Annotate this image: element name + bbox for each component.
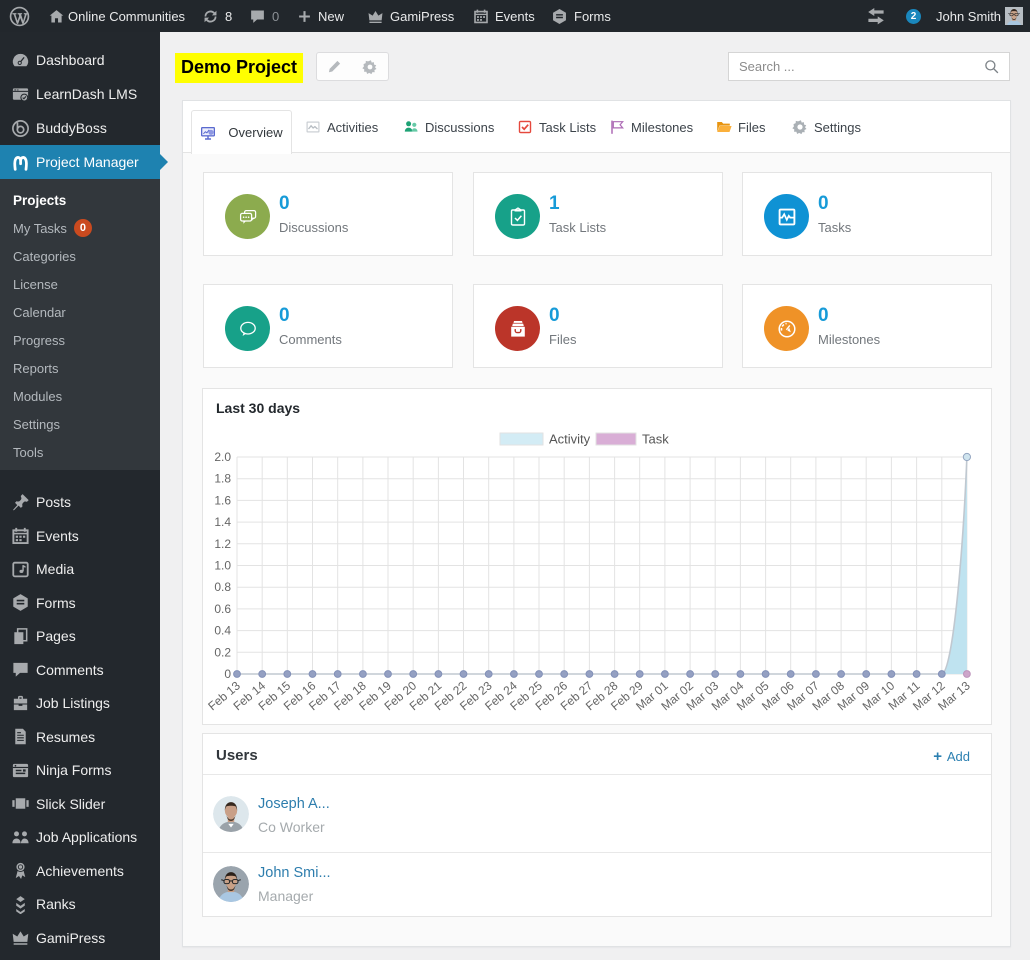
svg-text:Last 30 days: Last 30 days — [216, 400, 300, 416]
svg-text:0.2: 0.2 — [214, 645, 231, 659]
svg-text:0.4: 0.4 — [214, 624, 231, 638]
svg-text:2.0: 2.0 — [214, 450, 231, 464]
svg-text:0.6: 0.6 — [214, 602, 231, 616]
svg-text:1.2: 1.2 — [214, 537, 231, 551]
svg-text:Task: Task — [642, 432, 669, 447]
svg-text:1.4: 1.4 — [214, 515, 231, 529]
svg-text:0: 0 — [224, 667, 231, 681]
svg-text:Activity: Activity — [549, 432, 591, 447]
svg-text:1.8: 1.8 — [214, 472, 231, 486]
svg-text:1.0: 1.0 — [214, 559, 231, 573]
svg-text:1.6: 1.6 — [214, 493, 231, 507]
svg-text:0.8: 0.8 — [214, 580, 231, 594]
